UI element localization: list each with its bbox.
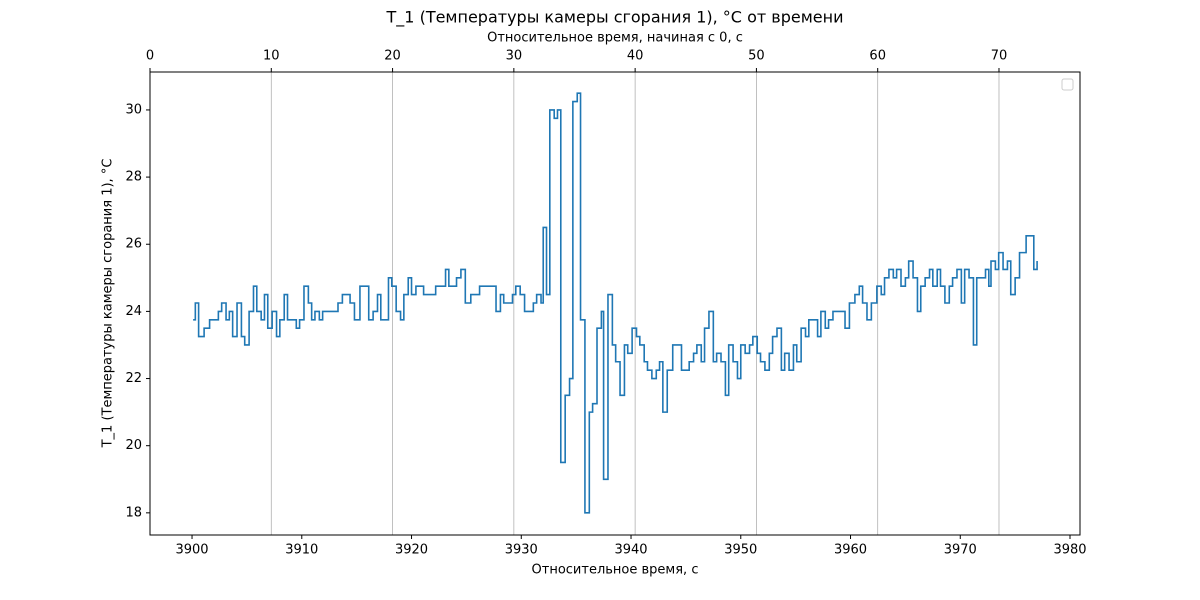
y-tick-label: 28 [125, 170, 142, 185]
x2-tick-label: 50 [748, 49, 765, 64]
x2-tick-label: 0 [146, 49, 154, 64]
x2-tick-label: 40 [627, 49, 644, 64]
x2-axis-label: Относительное время, начиная с 0, с [487, 31, 743, 46]
y-tick-label: 26 [125, 237, 142, 252]
y-tick-label: 18 [125, 505, 142, 520]
x2-tick-label: 10 [263, 49, 280, 64]
x2-tick-label: 30 [506, 49, 523, 64]
plot-frame [149, 71, 1081, 536]
x-axis-label: Относительное время, с [532, 563, 699, 578]
y-tick-label: 22 [125, 371, 142, 386]
x-tick-label: 3910 [285, 543, 318, 558]
legend-box [1061, 78, 1074, 91]
y-tick-label: 20 [125, 438, 142, 453]
plot-area [150, 72, 1080, 535]
y-tick-label: 30 [125, 102, 142, 117]
x-tick-label: 3940 [614, 543, 647, 558]
y-tick-label: 24 [125, 304, 142, 319]
x2-tick-label: 60 [869, 49, 886, 64]
x-tick-label: 3900 [175, 543, 208, 558]
y-axis-label: T_1 (Температуры камеры сгорания 1), °C [101, 159, 116, 449]
x-tick-label: 3970 [944, 543, 977, 558]
x-tick-label: 3950 [724, 543, 757, 558]
data-line [193, 92, 1038, 514]
x-tick-label: 3920 [395, 543, 428, 558]
x-tick-label: 3930 [505, 543, 538, 558]
x2-tick-label: 20 [384, 49, 401, 64]
chart-title: T_1 (Температуры камеры сгорания 1), °C … [386, 8, 844, 28]
x-tick-label: 3960 [834, 543, 867, 558]
x2-tick-label: 70 [991, 49, 1008, 64]
grid [149, 72, 1000, 535]
x-tick-label: 3980 [1053, 543, 1086, 558]
series [193, 92, 1038, 514]
